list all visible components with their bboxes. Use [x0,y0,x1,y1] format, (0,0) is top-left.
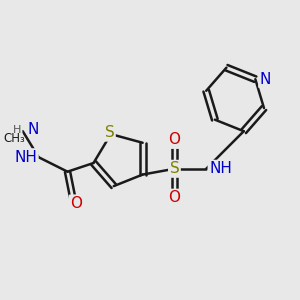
Text: S: S [104,125,114,140]
Text: O: O [168,190,180,205]
Text: N: N [27,122,38,137]
Text: NH: NH [209,161,232,176]
Text: H: H [13,125,21,135]
Text: S: S [169,161,179,176]
Text: N: N [260,72,271,87]
Text: O: O [168,132,180,147]
Text: CH₃: CH₃ [3,132,25,145]
Text: O: O [70,196,82,211]
Text: NH: NH [14,150,37,165]
